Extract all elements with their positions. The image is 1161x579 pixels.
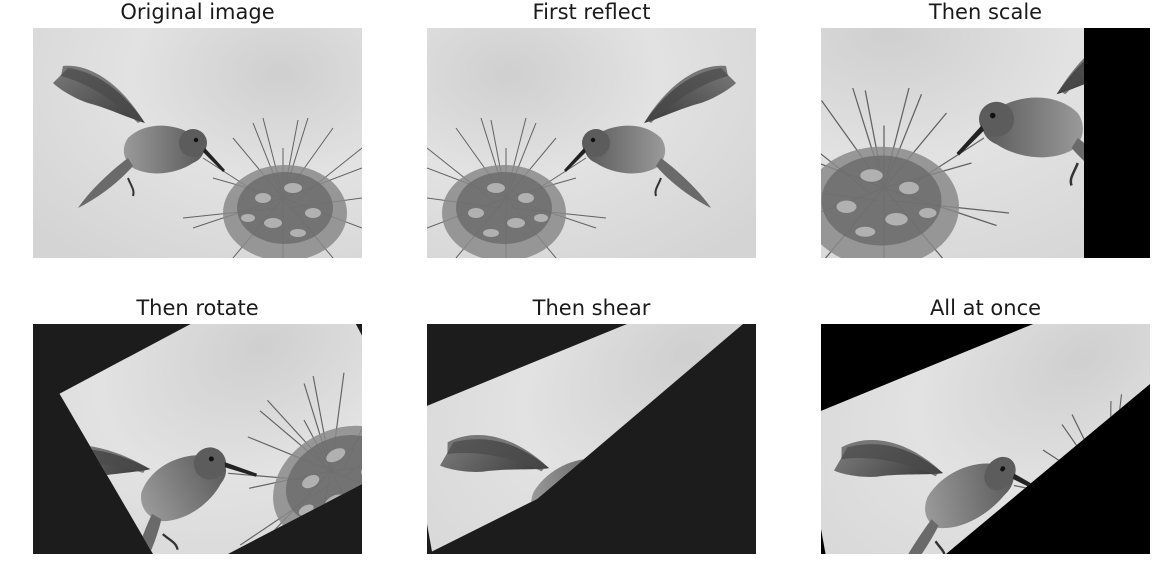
panel-title: Then shear	[427, 295, 756, 321]
reflected-image	[427, 28, 756, 258]
combined-transform-image	[821, 324, 1150, 554]
panel-title: Then rotate	[33, 295, 362, 321]
panel-title: First reflect	[427, 0, 756, 25]
panel-title: All at once	[821, 295, 1150, 321]
hummingbird-image	[33, 28, 362, 258]
panel-title: Original image	[33, 0, 362, 25]
rotated-image	[33, 324, 362, 554]
panel-title: Then scale	[821, 0, 1150, 25]
sheared-image	[427, 324, 756, 554]
scaled-image	[821, 28, 1150, 258]
